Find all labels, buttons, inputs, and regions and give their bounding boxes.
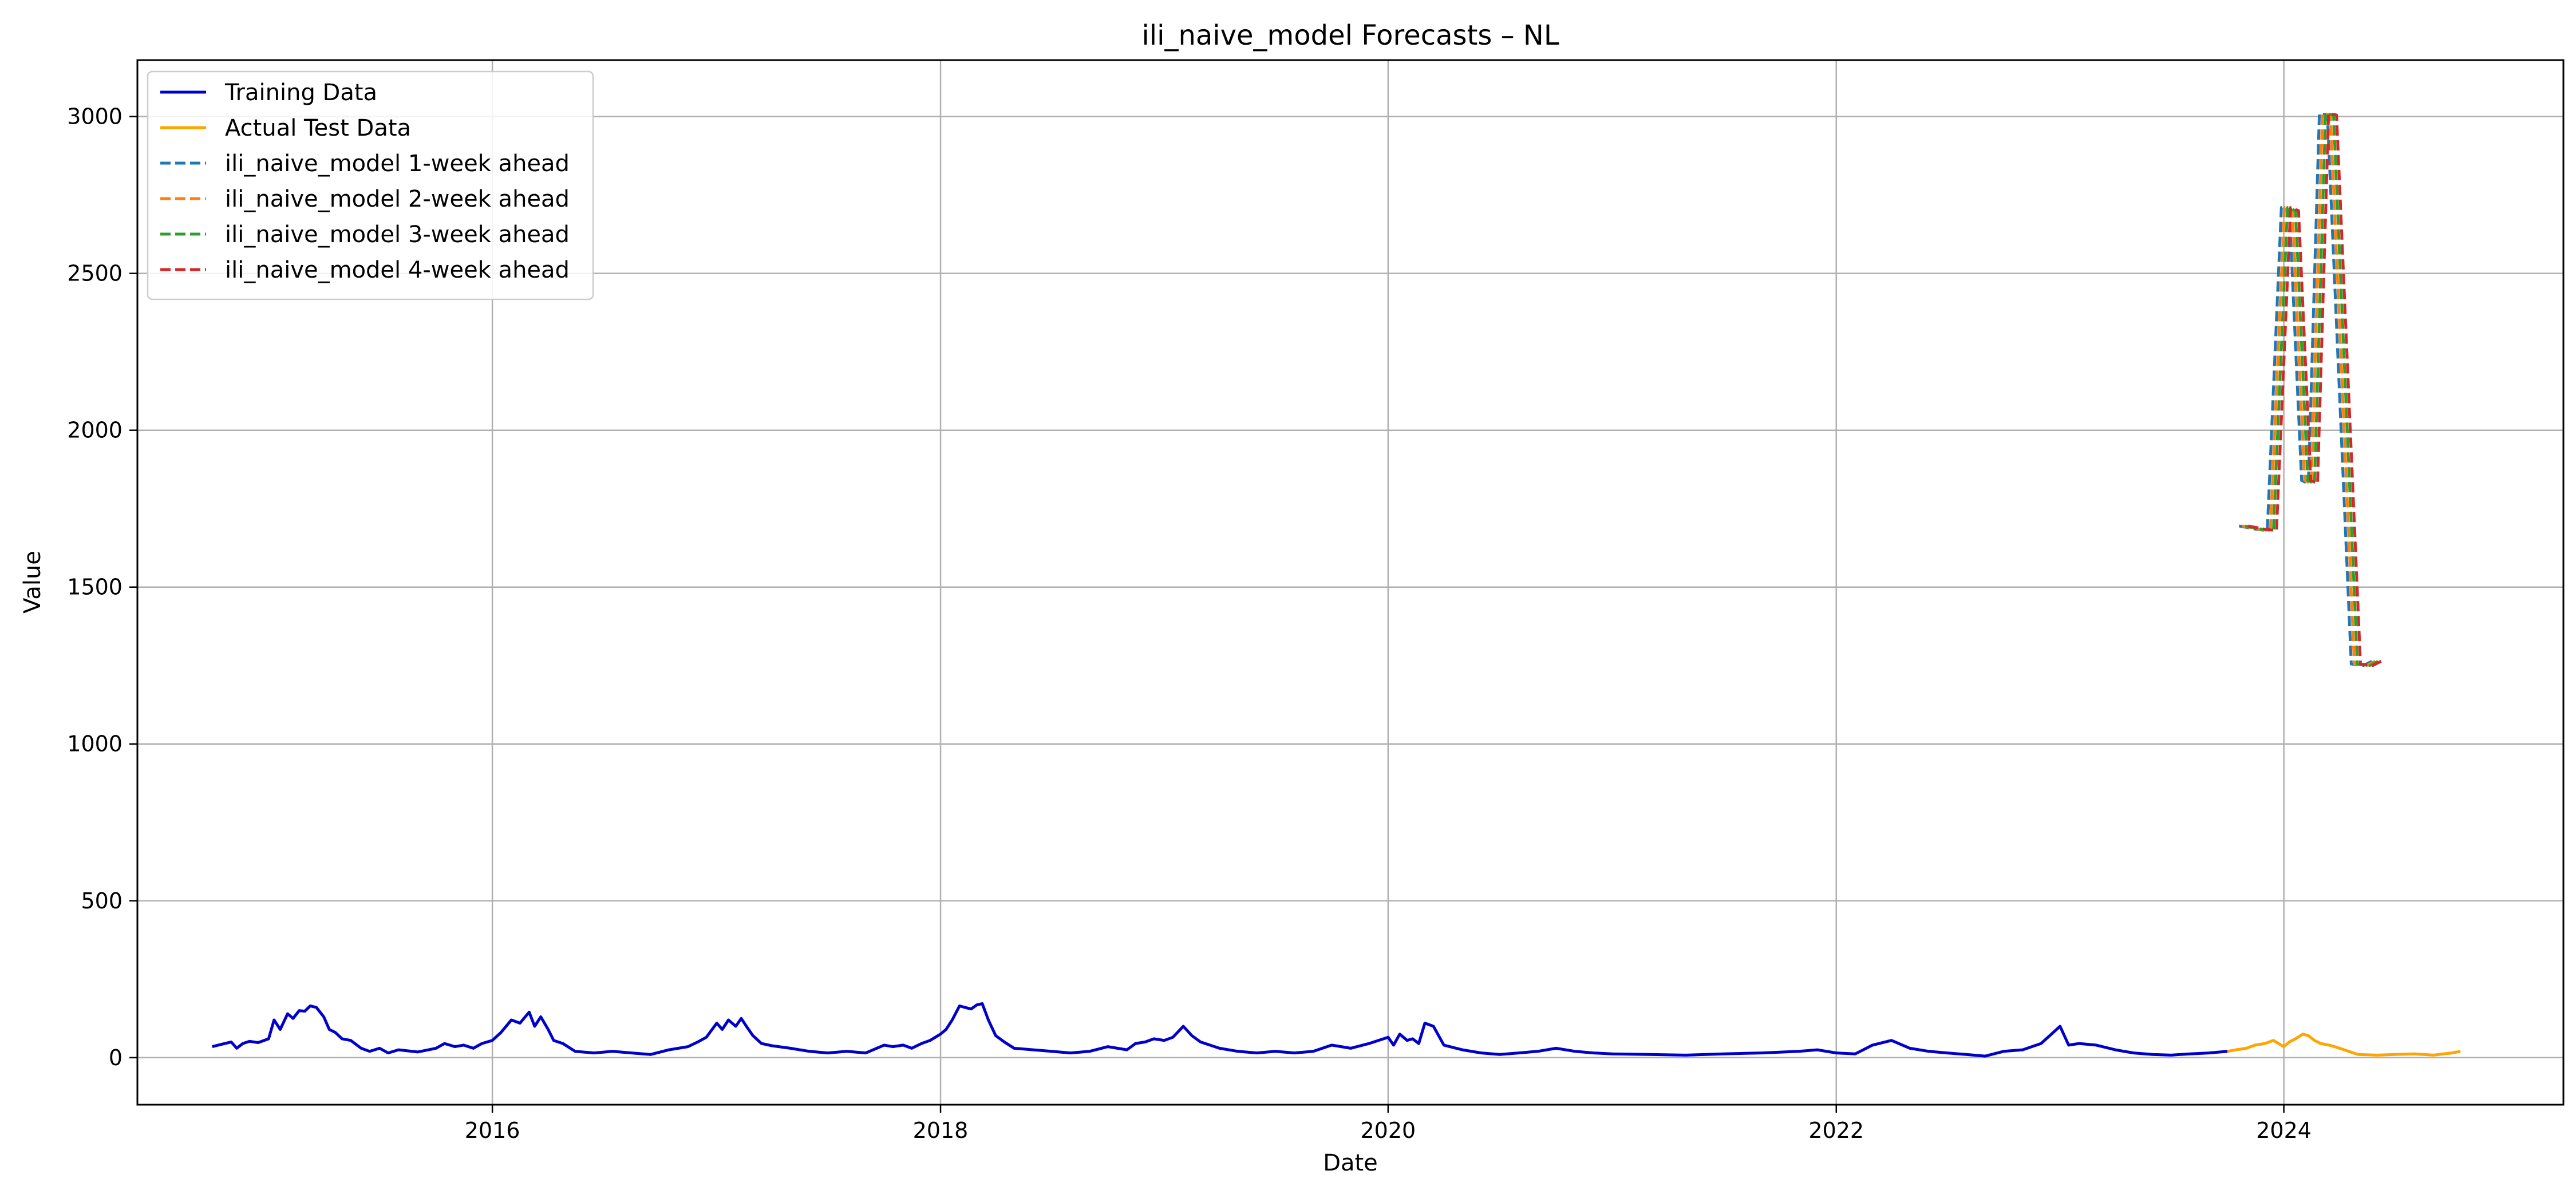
y-tick-label: 1000: [67, 732, 123, 757]
series-line-6: [2248, 112, 2383, 667]
x-tick-label: 2020: [1361, 1118, 1416, 1143]
series-line-4: [2242, 112, 2377, 667]
legend: Training Data Actual Test Data ili_naive_m…: [147, 70, 594, 300]
y-tick-label: 1500: [67, 575, 123, 600]
y-axis-label: Value: [19, 551, 46, 614]
y-tick-label: 500: [81, 888, 123, 914]
series-line-1: [212, 1002, 2228, 1058]
y-tick-label: 2000: [67, 418, 123, 443]
x-axis-label: Date: [1323, 1150, 1378, 1176]
chart-title: ili_naive_model Forecasts – NL: [1141, 19, 1559, 52]
legend-label: ili_naive_model 3-week ahead: [225, 222, 570, 248]
series-line-2: [2227, 1033, 2461, 1057]
legend-label: Training Data: [224, 80, 377, 106]
x-tick-label: 2018: [913, 1118, 969, 1143]
x-tick-label: 2024: [2256, 1118, 2312, 1143]
y-tick-label: 0: [109, 1045, 123, 1070]
legend-box: [147, 70, 594, 300]
plot-area-frame: [136, 59, 2565, 1106]
axis-ticks: 2016 2018 2020 2022 2024 0 500 1000 1500 2000 2500…: [67, 104, 2312, 1143]
x-tick-label: 2022: [1808, 1118, 1864, 1143]
x-tick-label: 2016: [465, 1118, 520, 1143]
y-tick-label: 2500: [67, 261, 123, 286]
legend-label: ili_naive_model 4-week ahead: [225, 257, 570, 283]
legend-label: ili_naive_model 1-week ahead: [225, 151, 570, 177]
data-series: [212, 112, 2461, 1058]
y-tick-label: 3000: [67, 104, 123, 129]
legend-label: Actual Test Data: [225, 115, 411, 141]
legend-label: ili_naive_model 2-week ahead: [225, 186, 570, 212]
